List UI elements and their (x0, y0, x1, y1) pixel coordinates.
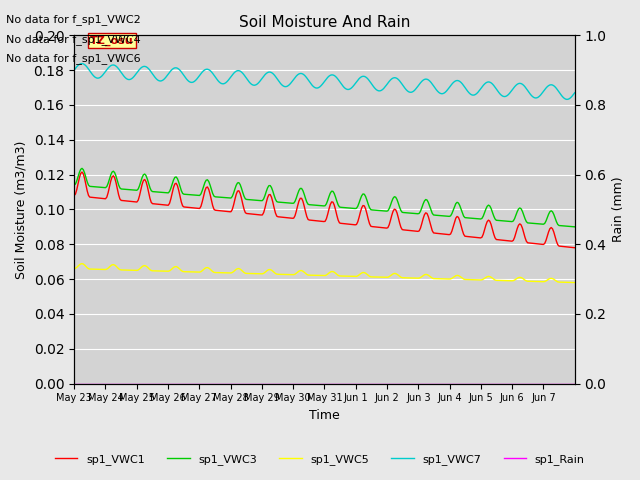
sp1_VWC7 (104, 65, 112, 71)
sp1_Rain (571, 381, 579, 386)
Text: No data for f_sp1_VWC2: No data for f_sp1_VWC2 (6, 14, 141, 25)
sp1_VWC7 (571, 90, 579, 96)
sp1_VWC7 (329, 72, 337, 78)
Line: sp1_VWC1: sp1_VWC1 (74, 172, 575, 248)
sp1_VWC1 (571, 245, 579, 251)
sp1_Rain (87, 381, 95, 386)
sp1_VWC7 (78, 60, 86, 66)
sp1_Rain (427, 381, 435, 386)
sp1_VWC5 (88, 266, 96, 272)
sp1_VWC1 (428, 228, 436, 234)
sp1_VWC3 (568, 224, 576, 229)
Legend: sp1_VWC1, sp1_VWC3, sp1_VWC5, sp1_VWC7, sp1_Rain: sp1_VWC1, sp1_VWC3, sp1_VWC5, sp1_VWC7, … (51, 450, 589, 469)
sp1_VWC3 (88, 184, 96, 190)
sp1_VWC3 (104, 180, 112, 186)
sp1_VWC7 (70, 67, 78, 73)
sp1_VWC5 (503, 278, 511, 284)
Text: TZ_osu: TZ_osu (90, 36, 133, 46)
sp1_VWC1 (70, 192, 78, 198)
Title: Soil Moisture And Rain: Soil Moisture And Rain (239, 15, 410, 30)
Line: sp1_VWC3: sp1_VWC3 (74, 168, 575, 227)
sp1_VWC1 (78, 169, 86, 175)
sp1_VWC5 (428, 275, 436, 281)
sp1_VWC7 (428, 81, 436, 87)
sp1_VWC1 (104, 190, 112, 195)
sp1_VWC1 (88, 194, 96, 200)
sp1_VWC1 (503, 238, 511, 243)
sp1_VWC5 (329, 269, 337, 275)
Text: No data for f_sp1_VWC4: No data for f_sp1_VWC4 (6, 34, 141, 45)
Text: No data for f_sp1_VWC6: No data for f_sp1_VWC6 (6, 53, 141, 64)
sp1_VWC7 (563, 96, 571, 102)
Y-axis label: Rain (mm): Rain (mm) (612, 177, 625, 242)
sp1_VWC1 (568, 245, 576, 251)
sp1_VWC5 (568, 279, 576, 285)
Line: sp1_VWC5: sp1_VWC5 (74, 264, 575, 283)
sp1_VWC3 (78, 166, 86, 171)
sp1_VWC3 (571, 224, 579, 230)
X-axis label: Time: Time (309, 409, 340, 422)
sp1_Rain (103, 381, 111, 386)
Line: sp1_VWC7: sp1_VWC7 (74, 63, 575, 99)
sp1_VWC3 (503, 218, 511, 224)
sp1_VWC1 (329, 199, 337, 205)
sp1_VWC5 (70, 266, 78, 272)
sp1_Rain (70, 381, 78, 386)
sp1_VWC7 (503, 93, 511, 99)
sp1_VWC3 (70, 182, 78, 188)
sp1_VWC5 (571, 280, 579, 286)
sp1_VWC7 (88, 72, 96, 77)
sp1_VWC3 (428, 210, 436, 216)
Y-axis label: Soil Moisture (m3/m3): Soil Moisture (m3/m3) (15, 140, 28, 278)
sp1_Rain (328, 381, 335, 386)
sp1_VWC5 (78, 261, 86, 266)
sp1_VWC7 (570, 92, 577, 97)
sp1_VWC5 (104, 265, 112, 271)
sp1_Rain (502, 381, 509, 386)
sp1_VWC3 (329, 189, 337, 194)
sp1_Rain (567, 381, 575, 386)
